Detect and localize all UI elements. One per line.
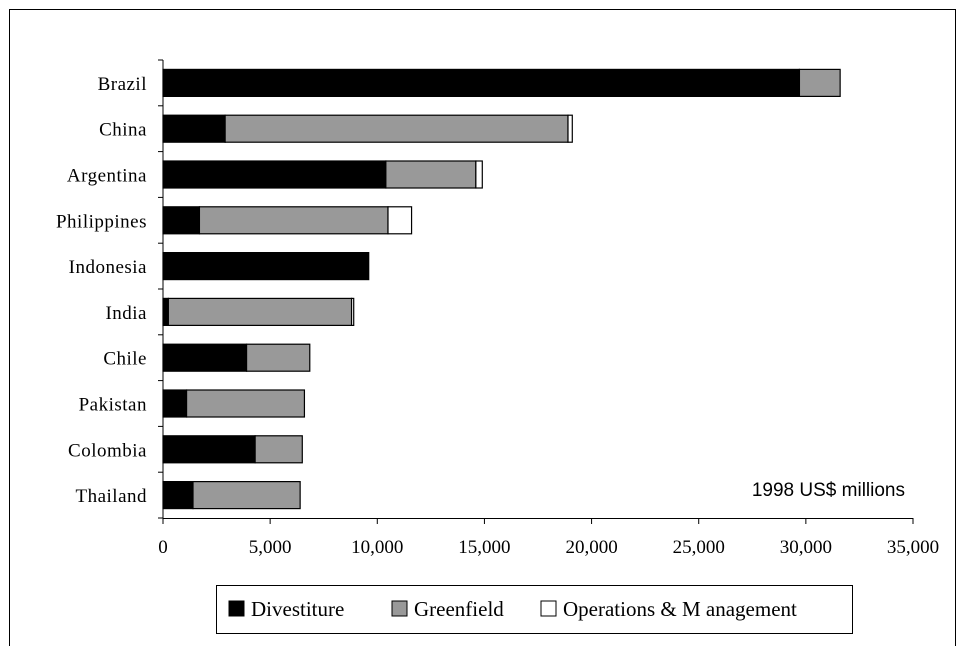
- bar-segment-divestiture: [162, 481, 194, 510]
- bar-segment-divestiture: [162, 389, 188, 418]
- category-label: Brazil: [98, 74, 147, 95]
- bar-segment-greenfield: [185, 389, 306, 418]
- legend-swatch-greenfield: [391, 600, 408, 617]
- category-label: Chile: [103, 349, 147, 370]
- bar-segment-operations-m-anagement: [350, 297, 355, 326]
- bar-segment-divestiture: [162, 160, 387, 189]
- bars-layer: [162, 68, 841, 510]
- bar-segment-operations-m-anagement: [475, 160, 483, 189]
- category-label: Pakistan: [79, 395, 147, 416]
- category-label: Thailand: [75, 486, 147, 507]
- units-annotation: 1998 US$ millions: [752, 480, 905, 501]
- x-tick-label: 35,000: [887, 537, 939, 558]
- bar-segment-divestiture: [162, 206, 201, 235]
- bar-segment-greenfield: [798, 68, 841, 98]
- category-label: Colombia: [68, 440, 147, 461]
- x-tick-label: 15,000: [458, 537, 510, 558]
- bar-segment-operations-m-anagement: [387, 206, 413, 235]
- bar-segment-greenfield: [385, 160, 477, 189]
- bar-segment-divestiture: [162, 114, 226, 143]
- x-tick-label: 10,000: [351, 537, 403, 558]
- legend-swatch-divestiture: [228, 600, 245, 617]
- bar-segment-greenfield: [254, 435, 303, 464]
- bar-segment-divestiture: [162, 68, 801, 98]
- bar-segment-greenfield: [245, 343, 311, 372]
- category-label: Argentina: [67, 166, 147, 187]
- bar-segment-divestiture: [162, 297, 169, 326]
- category-label: Philippines: [56, 211, 147, 232]
- x-tick-label: 20,000: [565, 537, 617, 558]
- category-label: China: [99, 120, 147, 141]
- bar-segment-greenfield: [224, 114, 569, 143]
- x-tick-label: 0: [158, 537, 168, 558]
- bar-segment-operations-m-anagement: [567, 114, 573, 143]
- bar-segment-greenfield: [198, 206, 389, 235]
- legend-box: [216, 585, 853, 634]
- category-label: India: [105, 303, 147, 324]
- bar-segment-divestiture: [162, 435, 256, 464]
- bar-segment-greenfield: [192, 481, 301, 510]
- axis-layer: Brazil China Argentina Philippines Indonesia…: [56, 59, 939, 558]
- category-label: Indonesia: [69, 257, 147, 278]
- legend: Divestiture Greenfield Operations & M anag…: [216, 585, 853, 634]
- bar-segment-divestiture: [162, 343, 248, 372]
- x-tick-label: 5,000: [249, 537, 292, 558]
- bar-segment-divestiture: [162, 252, 370, 281]
- bar-segment-greenfield: [167, 297, 353, 326]
- legend-label: Greenfield: [414, 597, 504, 621]
- chart-frame: [9, 9, 956, 651]
- x-tick-label: 30,000: [780, 537, 832, 558]
- legend-label: Divestiture: [251, 597, 344, 621]
- legend-label: Operations & M anagement: [563, 597, 797, 621]
- x-tick-label: 25,000: [673, 537, 725, 558]
- legend-swatch-operations-m-anagement: [540, 600, 557, 617]
